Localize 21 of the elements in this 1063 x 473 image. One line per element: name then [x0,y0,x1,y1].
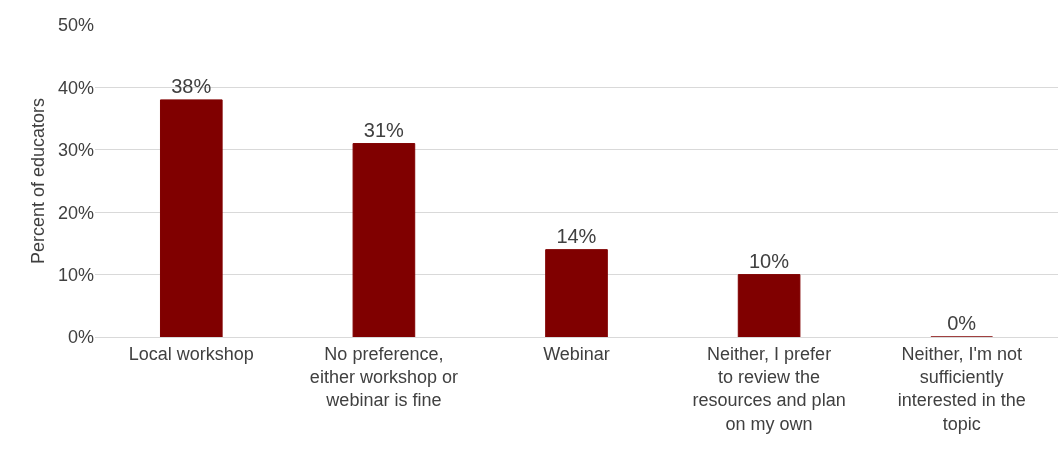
data-label: 0% [947,312,977,334]
data-label: 38% [171,74,212,97]
x-tick-label: No preference, either workshop or webinar is fine [309,343,458,411]
y-tick-label: 0% [67,327,94,348]
x-tick-label: Neither, I'm not sufficiently interested in the topic [897,343,1026,434]
y-tick-label: 40% [57,77,94,98]
data-label: 14% [556,224,597,247]
data-label: 31% [363,118,405,141]
y-axis-title: Percent of educators [28,97,49,265]
bar [545,249,608,337]
y-tick-label: 30% [57,140,94,161]
y-tick-label: 20% [57,202,94,223]
bar [159,99,223,337]
y-tick-label: 50% [57,15,94,36]
bar [352,143,416,337]
x-tick-label: Webinar [543,343,610,364]
y-tick-label: 10% [57,264,94,285]
bar [737,274,801,337]
x-tick-label: Local workshop [128,343,254,364]
data-label: 10% [748,249,790,272]
x-tick-label: Neither, I prefer to review the resources and plan on my own [692,343,846,434]
